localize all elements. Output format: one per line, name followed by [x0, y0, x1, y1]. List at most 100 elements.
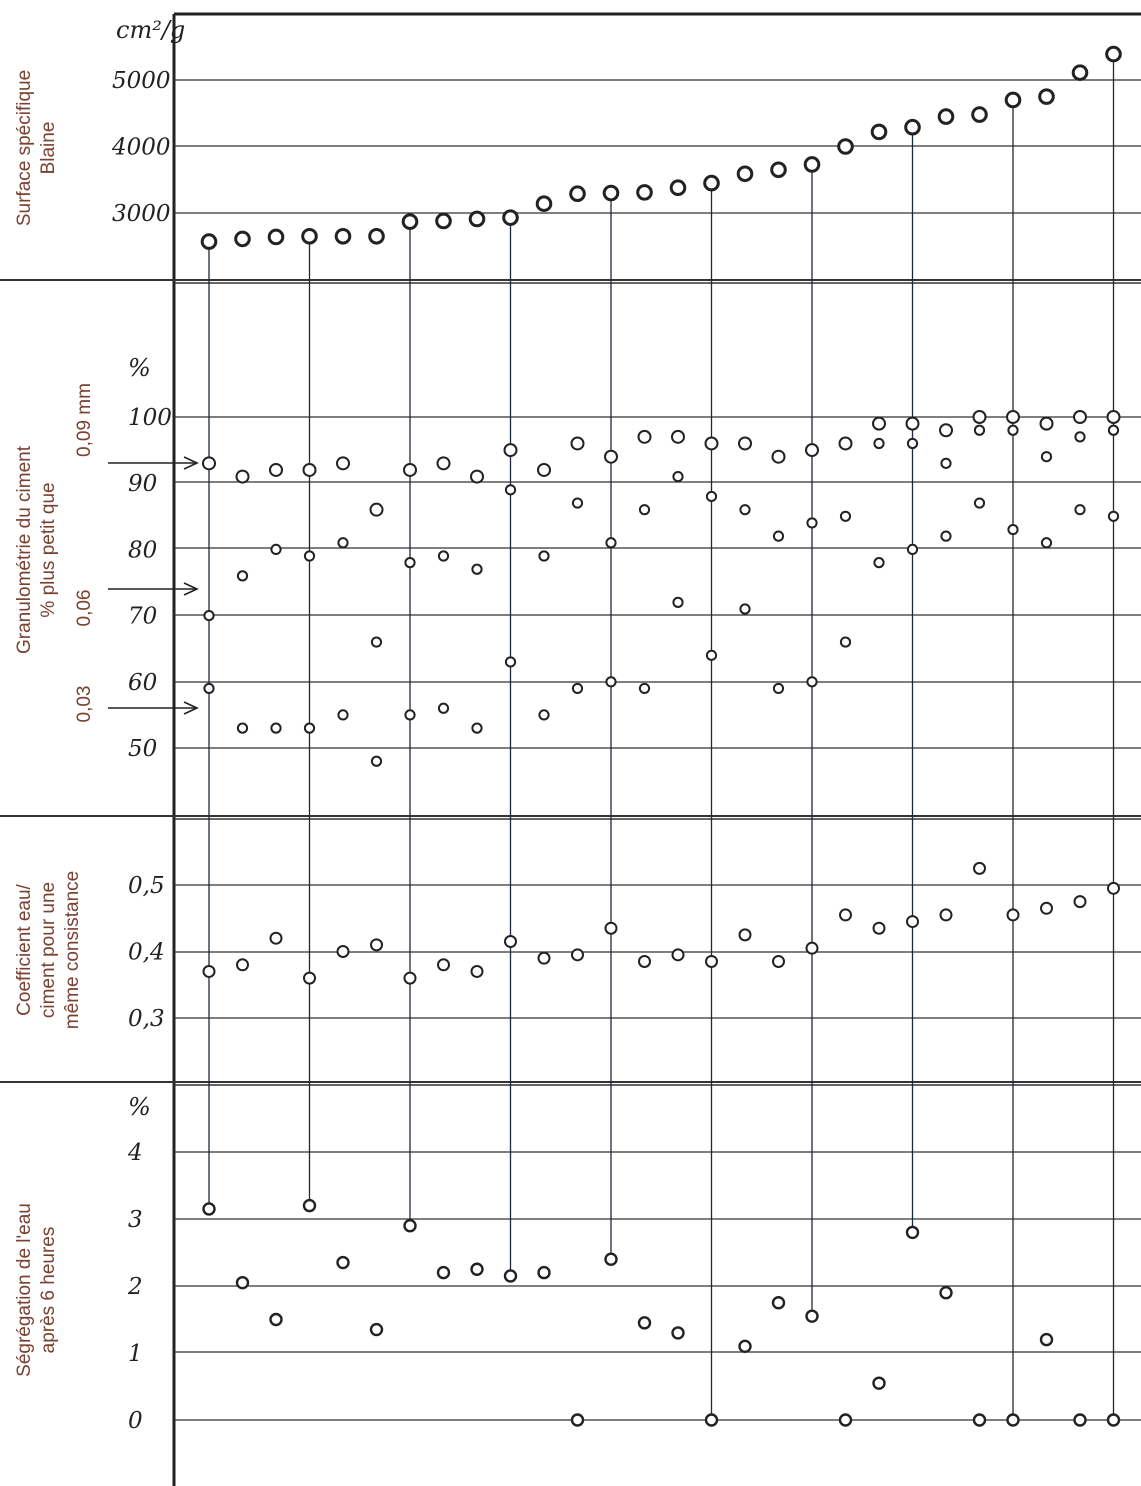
blaine-point: [636, 184, 653, 201]
blaine-point: [669, 179, 687, 197]
granulometry-point-s3: [839, 636, 852, 648]
granulometry-point-s1: [939, 423, 953, 438]
granulometry-point-s3: [1007, 424, 1019, 436]
water-cement-point: [403, 971, 417, 985]
granulometry-point-s3: [437, 702, 450, 714]
granulometry-point-s2: [270, 543, 282, 556]
blaine-point: [468, 210, 486, 228]
granulometry-point-s3: [504, 656, 517, 668]
blaine-point: [870, 123, 888, 141]
granulometry-point-s2: [437, 550, 450, 562]
blaine-point: [502, 209, 519, 226]
segregation-point: [336, 1255, 350, 1270]
water-cement-point: [1006, 908, 1020, 922]
ytick-label: 4000: [111, 135, 171, 161]
segregation-point: [403, 1218, 417, 1233]
water-cement-point: [671, 948, 685, 962]
blaine-point: [435, 212, 452, 230]
granulometry-point-s1: [369, 502, 384, 517]
blaine-point: [1105, 45, 1122, 63]
segregation-point: [671, 1326, 685, 1340]
granulometry-point-s2: [940, 530, 952, 542]
granulometry-point-s2: [1040, 537, 1053, 549]
blaine-point: [703, 174, 720, 192]
granulometry-point-s3: [772, 682, 785, 695]
ytick-label: 0,3: [128, 1006, 165, 1032]
panel-ylabel-line: Coefficient eau/: [14, 883, 35, 1015]
granulometry-point-s3: [471, 722, 483, 734]
water-cement-point: [638, 954, 651, 968]
granulometry-point-s3: [337, 709, 349, 721]
granulometry-point-s3: [571, 682, 584, 695]
segregation-point: [302, 1198, 317, 1213]
blaine-point: [1071, 64, 1089, 81]
segregation-point: [704, 1413, 719, 1427]
granulometry-point-s2: [236, 570, 249, 582]
water-cement-point: [370, 938, 383, 952]
segregation-point: [369, 1322, 384, 1337]
arrow-0.09-head: [183, 456, 199, 470]
granulometry-point-s3: [605, 676, 617, 688]
blaine-point: [937, 108, 955, 125]
granulometry-point-s3: [538, 709, 550, 721]
ytick-label: 3000: [112, 201, 171, 227]
panel-ylabel-line: ciment pour une: [38, 882, 59, 1018]
granulometry-point-s1: [570, 436, 585, 451]
water-cement-point: [470, 964, 484, 978]
blaine-point: [1004, 91, 1022, 109]
blaine-point: [368, 227, 385, 245]
water-cement-point: [973, 861, 986, 875]
water-cement-point: [336, 945, 350, 958]
granulometry-point-s2: [705, 490, 718, 503]
segregation-point: [872, 1376, 886, 1390]
granulometry-point-s2: [504, 484, 517, 496]
blaine-point: [200, 233, 218, 250]
granulometry-point-s3: [873, 437, 885, 450]
ytick-label: 0,5: [128, 873, 165, 899]
ytick-label: 0,4: [128, 940, 165, 966]
granulometry-point-s3: [203, 682, 215, 695]
segregation-point: [637, 1316, 652, 1330]
panel-ylabel-line: Surface spécifique: [14, 70, 35, 226]
ytick-label: 3: [128, 1207, 143, 1233]
granulometry-point-s1: [805, 443, 819, 458]
water-cement-point: [537, 951, 551, 965]
segregation-point: [1106, 1413, 1121, 1427]
segregation-point: [470, 1262, 484, 1276]
water-cement-point: [906, 915, 919, 929]
granulometry-point-s3: [236, 722, 249, 734]
segregation-point: [805, 1309, 819, 1323]
segregation-point: [235, 1275, 250, 1290]
segregation-point: [1006, 1413, 1020, 1427]
water-cement-point: [571, 948, 584, 962]
arrow-0.03-head: [183, 701, 199, 715]
ytick-label: 0: [128, 1408, 143, 1434]
granulometry-point-s2: [672, 470, 684, 483]
water-cement-point: [839, 908, 852, 922]
ytick-label: 4: [127, 1140, 143, 1166]
granulometry-point-s3: [303, 722, 316, 734]
ytick-label: 70: [128, 604, 157, 630]
granulometry-point-s3: [404, 709, 416, 721]
size-label: 0,03: [74, 686, 95, 723]
granulometry-point-s2: [404, 557, 416, 569]
segregation-point: [939, 1285, 953, 1300]
segregation-point: [771, 1296, 786, 1310]
segregation-point: [202, 1202, 216, 1216]
segregation-point: [838, 1413, 853, 1427]
ytick-label: 100: [128, 405, 172, 431]
granulometry-point-s1: [905, 416, 920, 431]
segregation-point: [436, 1265, 451, 1280]
granulometry-point-s2: [739, 504, 751, 516]
water-cement-point: [939, 908, 953, 922]
granulometry-point-s1: [403, 462, 417, 477]
granulometry-point-s2: [906, 543, 919, 556]
granulometry-point-s2: [337, 537, 349, 549]
blaine-point: [569, 185, 586, 203]
granulometry-point-s2: [806, 517, 818, 529]
unit-label: cm²/g: [116, 16, 185, 44]
ytick-label: 60: [128, 670, 157, 696]
granulometry-point-s1: [671, 429, 685, 444]
blaine-point: [535, 195, 553, 212]
granulometry-point-s1: [1039, 416, 1054, 431]
